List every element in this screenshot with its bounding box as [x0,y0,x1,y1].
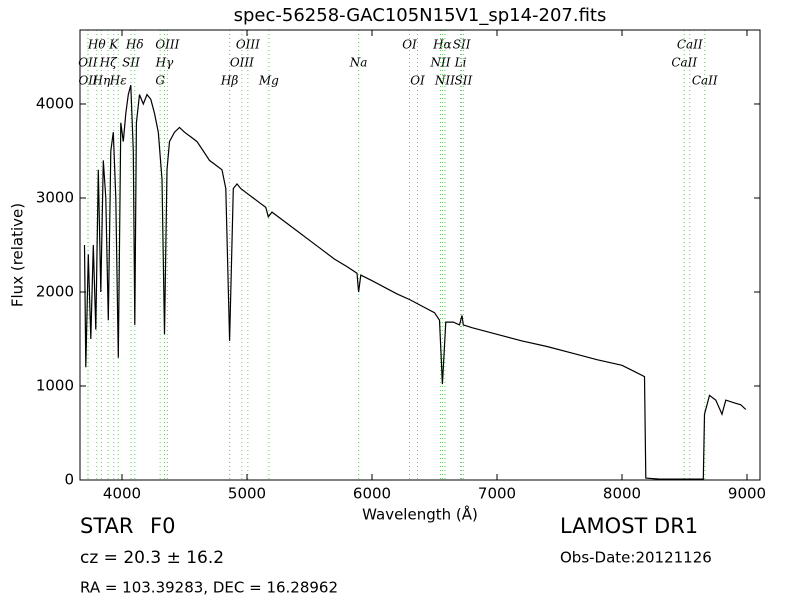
y-tick-label: 2000 [36,282,74,300]
spectral-line-label: Hδ [125,38,144,52]
spectral-line-label: Hε [109,74,127,88]
spectral-line-label: CaII [677,38,703,52]
spectral-line-label: Li [454,56,467,70]
spectral-line-label: OII [78,74,98,88]
chart-title: spec-56258-GAC105N15V1_sp14-207.fits [234,5,607,26]
spectral-line-label: Hζ [99,56,118,70]
y-tick-label: 0 [64,471,74,489]
cz: cz = 20.3 ± 16.2 [80,548,224,568]
spectral-line-label: Na [349,56,368,70]
spectral-line-label: CaII [671,56,697,70]
spectral-line-label: Mg [258,74,279,88]
spectral-line-label: SII [453,38,471,52]
plot-frame [79,29,761,481]
spectral-line-label: Hγ [155,56,174,70]
y-tick-label: 4000 [36,94,74,112]
survey: LAMOST DR1 [560,514,698,538]
object-class: STAR [80,514,133,538]
y-axis-label: Flux (relative) [9,203,27,307]
spectral-line-label: Hη [92,74,111,88]
spectral-line-label: Hα [432,38,452,52]
x-tick-label: 5000 [228,485,266,503]
spectral-line-label: OIII [155,38,179,52]
spectral-line-label: Hθ [87,38,106,52]
spectral-line-label: NII [434,74,455,88]
spectral-line-label: SII [455,74,473,88]
spectral-line-label: OI [410,74,425,88]
obs-date: Obs-Date:20121126 [560,549,712,567]
spectral-line-label: K [108,38,119,52]
spectral-line-label: Hβ [220,74,238,88]
spectral-line-label: OIII [230,56,254,70]
y-tick-label: 3000 [36,188,74,206]
x-tick-label: 4000 [103,485,141,503]
spectral-line-label: NII [430,56,451,70]
x-tick-label: 8000 [603,485,641,503]
y-tick-label: 1000 [36,376,74,394]
spectral-line-label: G [155,74,165,88]
x-axis-label: Wavelength (Å) [362,505,478,524]
spectrum-line [83,85,747,480]
spectral-line-label: SII [122,56,140,70]
spectral-line-label: CaII [692,74,718,88]
x-tick-label: 9000 [728,485,766,503]
ra-dec: RA = 103.39283, DEC = 16.28962 [80,579,338,597]
subclass: F0 [150,514,175,538]
spectral-line-label: OI [402,38,417,52]
spectral-line-label: OIII [236,38,260,52]
x-tick-label: 7000 [478,485,516,503]
x-tick-label: 6000 [353,485,391,503]
